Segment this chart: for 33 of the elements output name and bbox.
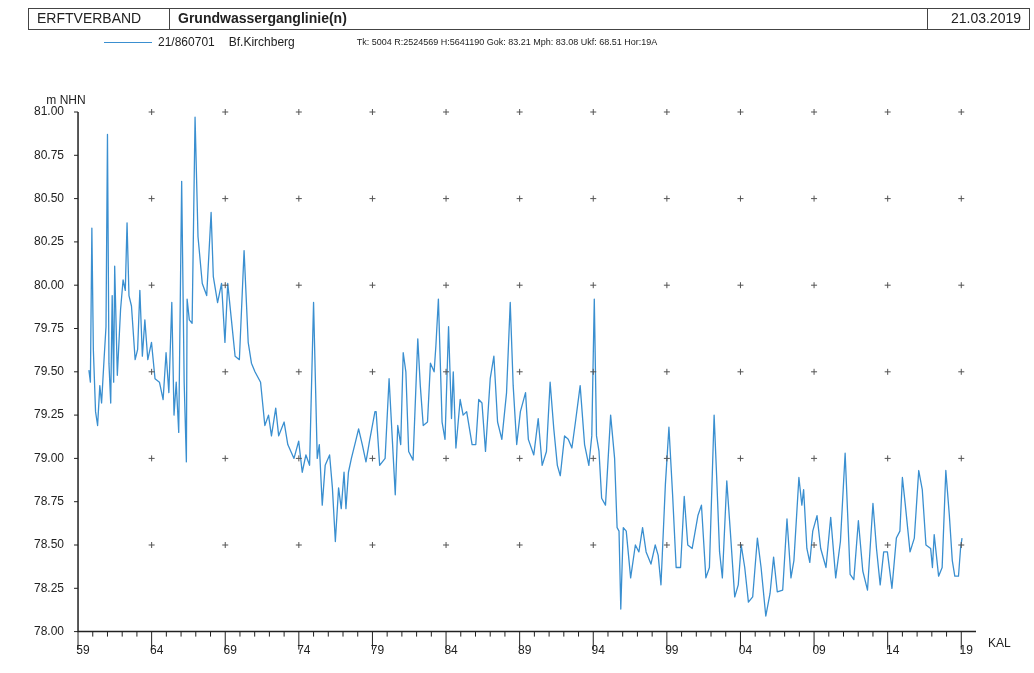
x-tick-label: 09 bbox=[802, 643, 827, 658]
y-tick-label: 81.00 bbox=[34, 104, 65, 119]
y-tick-label: 80.50 bbox=[34, 190, 65, 205]
x-tick-label: 69 bbox=[213, 643, 238, 658]
x-tick-label: 89 bbox=[507, 643, 532, 658]
text: Tk: 5004 R:2524569 H:5641190 Gok: 83.21 Mph: 83.08 Ukf: 68.51 Hor:19A bbox=[356, 37, 658, 47]
y-tick-label: 79.75 bbox=[34, 320, 65, 335]
text: ERFTVERBAND bbox=[29, 9, 170, 29]
y-tick-label: 78.25 bbox=[34, 580, 65, 595]
x-axis-title: KAL bbox=[988, 635, 1012, 650]
y-tick-label: 79.50 bbox=[34, 364, 65, 379]
x-tick-label: 79 bbox=[360, 643, 385, 658]
x-tick-label: 14 bbox=[876, 643, 900, 658]
y-tick-label: 79.00 bbox=[34, 450, 65, 465]
y-tick-label: 80.00 bbox=[34, 277, 65, 292]
x-tick-label: 04 bbox=[728, 643, 753, 658]
y-tick-label: 78.50 bbox=[34, 537, 65, 552]
y-tick-label: 78.75 bbox=[34, 494, 65, 509]
x-tick-label: 64 bbox=[139, 643, 164, 658]
x-tick-label: 94 bbox=[581, 643, 606, 658]
x-tick-label: 84 bbox=[434, 643, 459, 658]
x-tick-label: 74 bbox=[287, 643, 311, 658]
text: Bf.Kirchberg bbox=[228, 35, 295, 49]
x-tick-label: 59 bbox=[66, 643, 91, 658]
y-tick-label: 80.75 bbox=[34, 147, 65, 162]
y-tick-label: 79.25 bbox=[34, 407, 65, 422]
x-tick-label: 99 bbox=[655, 643, 679, 658]
y-tick-label: 78.00 bbox=[34, 623, 65, 638]
y-tick-label: 80.25 bbox=[34, 234, 65, 249]
text: 21.03.2019 bbox=[927, 9, 1029, 29]
legend-label: 21/860701 bbox=[158, 35, 215, 49]
x-tick-label: 19 bbox=[949, 643, 974, 658]
chart-title: Grundwasserganglinie(n) bbox=[177, 9, 348, 28]
